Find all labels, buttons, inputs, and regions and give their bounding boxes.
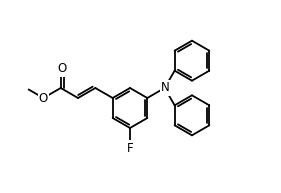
Text: N: N (161, 81, 170, 95)
Text: O: O (58, 63, 67, 75)
Text: F: F (127, 141, 133, 155)
Text: O: O (39, 91, 48, 104)
